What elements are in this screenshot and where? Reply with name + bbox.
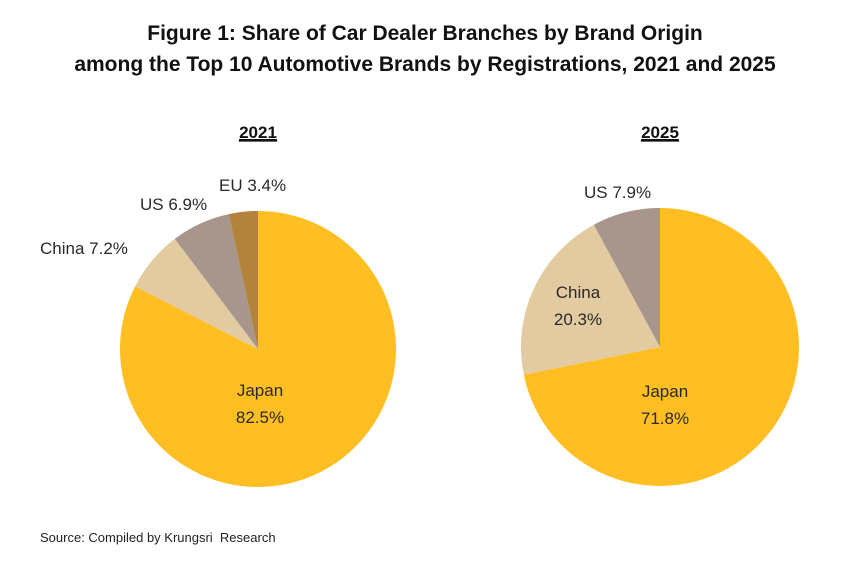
slice-label-japan-2021: Japan 82.5% (236, 381, 284, 427)
chart-title-line-2: among the Top 10 Automotive Brands by Re… (74, 53, 776, 76)
pie-slice-japan-2025 (523, 208, 799, 487)
pie-slice-eu-2021 (228, 211, 258, 349)
pie-title-2025: 2025 (641, 123, 679, 142)
slice-label-us-2025: US 7.9% (584, 183, 651, 202)
source-note: Source: Compiled by Krungsri Research (40, 530, 276, 545)
slice-label-us-2021: US 6.9% (140, 195, 207, 214)
pie-slice-china-2025 (521, 224, 660, 375)
pie-chart-2021: 2021 Japan 82.5% China 7.2% US 6.9% EU 3.4% (40, 123, 397, 487)
pie-slice-us-2025 (593, 208, 660, 347)
pie-chart-2025: 2025 Japan 71.8% China 20.3% US 7.9% (521, 123, 799, 487)
slice-label-eu-2021: EU 3.4% (219, 176, 286, 195)
chart-title-line-1: Figure 1: Share of Car Dealer Branches b… (147, 22, 703, 45)
slice-label-japan-2025: Japan 71.8% (641, 382, 689, 428)
slice-label-china-2021: China 7.2% (40, 239, 128, 258)
pie-slice-us-2021 (174, 214, 258, 349)
pie-slice-china-2021 (135, 238, 258, 349)
slice-label-china-2025: China 20.3% (554, 283, 602, 329)
chart-title: Figure 1: Share of Car Dealer Branches b… (0, 18, 850, 80)
pie-title-2021: 2021 (239, 123, 277, 142)
